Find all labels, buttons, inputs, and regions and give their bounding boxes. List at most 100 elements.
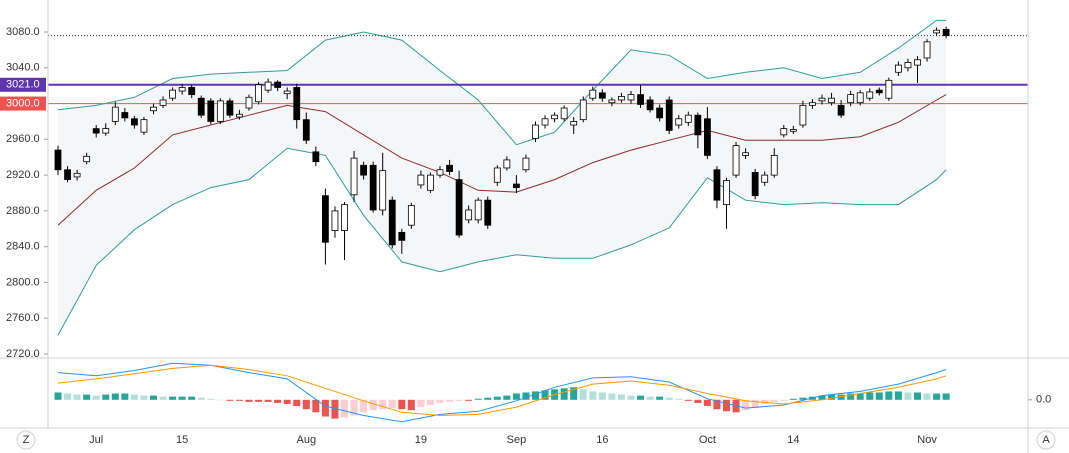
price-label: 3000.0 xyxy=(6,97,40,109)
indicator-line xyxy=(57,147,947,336)
histogram-bar xyxy=(121,393,129,400)
histogram-bar xyxy=(656,396,664,400)
candle-body xyxy=(226,100,234,116)
toolbar-label[interactable]: A xyxy=(1042,434,1050,446)
histogram-bar xyxy=(598,392,606,400)
histogram-bar xyxy=(283,399,291,404)
indicator-line xyxy=(57,364,947,417)
candle-body xyxy=(427,174,434,191)
candle-body xyxy=(513,183,520,189)
candle-body xyxy=(646,99,654,111)
plot: 2720.0 2760.0 2800.0 2840.0 2880.0 2920.0 2960… xyxy=(0,19,1051,446)
candle-body xyxy=(675,118,683,126)
candle-body xyxy=(828,97,835,104)
candle-body xyxy=(618,96,625,101)
histogram-bar xyxy=(474,398,482,400)
y-tick-label: 2720.0 xyxy=(6,348,40,360)
toolbar-label[interactable]: Z xyxy=(23,434,30,446)
candle-body xyxy=(197,97,205,116)
histogram-bar xyxy=(904,392,912,400)
candle-body xyxy=(541,118,549,126)
histogram-bar xyxy=(350,399,358,416)
histogram-bar xyxy=(341,399,348,418)
candle-body xyxy=(723,180,730,206)
histogram-bar xyxy=(894,391,902,400)
histogram-bar xyxy=(503,395,511,400)
candle-body xyxy=(770,155,778,176)
candle-body xyxy=(656,107,664,119)
candle-body xyxy=(302,119,310,141)
y-tick-label: 3080.0 xyxy=(6,26,40,38)
histogram-bar xyxy=(178,396,186,400)
histogram-bar xyxy=(579,389,587,400)
y-tick-label: 2920.0 xyxy=(6,169,40,181)
histogram-bar xyxy=(933,393,941,400)
histogram-bar xyxy=(465,399,473,401)
histogram-bar xyxy=(226,399,234,401)
candle-body xyxy=(923,41,931,59)
candle-body xyxy=(264,81,272,91)
histogram-bar xyxy=(646,396,654,400)
candle-body xyxy=(455,179,463,236)
histogram-bar xyxy=(207,398,215,400)
histogram-bar xyxy=(818,395,826,400)
candle-body xyxy=(83,155,91,163)
histogram-bar xyxy=(856,393,864,400)
histogram-bar xyxy=(608,393,616,400)
candle-body xyxy=(875,89,883,94)
candle-body xyxy=(532,124,539,139)
histogram-bar xyxy=(398,399,406,410)
histogram-bar xyxy=(331,399,339,419)
histogram-bar xyxy=(684,399,692,401)
candle-body xyxy=(503,159,511,169)
candle-body xyxy=(637,94,644,105)
candle-body xyxy=(64,169,71,180)
candle-body xyxy=(809,102,816,106)
toolbar-button[interactable] xyxy=(16,430,36,450)
histogram-bar xyxy=(159,396,167,400)
histogram-bar xyxy=(675,398,683,400)
histogram-bar xyxy=(73,394,81,400)
candle-body xyxy=(665,99,673,131)
histogram-bar xyxy=(446,399,454,402)
candle-body xyxy=(694,114,702,136)
candle-body xyxy=(579,99,587,121)
candle-body xyxy=(713,169,721,201)
candle-body xyxy=(560,107,568,120)
candle-body xyxy=(73,172,81,178)
histogram-bar xyxy=(522,392,530,400)
histogram-bar xyxy=(426,399,434,406)
histogram-bar xyxy=(723,399,730,412)
histogram-bar xyxy=(379,399,387,410)
candle-body xyxy=(102,128,110,134)
candle-body xyxy=(130,118,138,126)
candle-body xyxy=(379,170,387,211)
x-tick-label: Sep xyxy=(507,434,527,446)
histogram-bar xyxy=(321,399,329,417)
candle-body xyxy=(216,100,224,122)
histogram-bar xyxy=(293,399,301,407)
histogram-bar xyxy=(837,394,845,400)
candle-body xyxy=(789,129,797,132)
histogram-bar xyxy=(570,387,578,400)
histogram-bar xyxy=(92,395,100,400)
histogram-bar xyxy=(914,392,921,400)
candle-body xyxy=(914,59,921,66)
y-tick-label: 2960.0 xyxy=(6,133,40,145)
candle-body xyxy=(589,89,597,99)
histogram-bar xyxy=(694,399,702,403)
candle-body xyxy=(92,128,100,134)
histogram-bar xyxy=(169,396,177,400)
candle-body xyxy=(484,199,492,226)
candle-body xyxy=(159,99,167,106)
toolbar-button[interactable] xyxy=(1036,430,1056,450)
x-tick-label: 19 xyxy=(415,434,427,446)
candle-body xyxy=(274,81,282,88)
histogram-bar xyxy=(789,398,797,400)
indicator-line xyxy=(57,19,947,146)
histogram-bar xyxy=(627,395,635,400)
candle-body xyxy=(293,87,301,121)
candle-body xyxy=(933,29,940,34)
price-label-box xyxy=(0,77,46,92)
x-tick-label: Nov xyxy=(917,434,937,446)
